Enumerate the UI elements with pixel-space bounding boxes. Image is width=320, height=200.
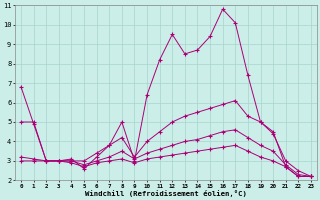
X-axis label: Windchill (Refroidissement éolien,°C): Windchill (Refroidissement éolien,°C) xyxy=(85,190,247,197)
